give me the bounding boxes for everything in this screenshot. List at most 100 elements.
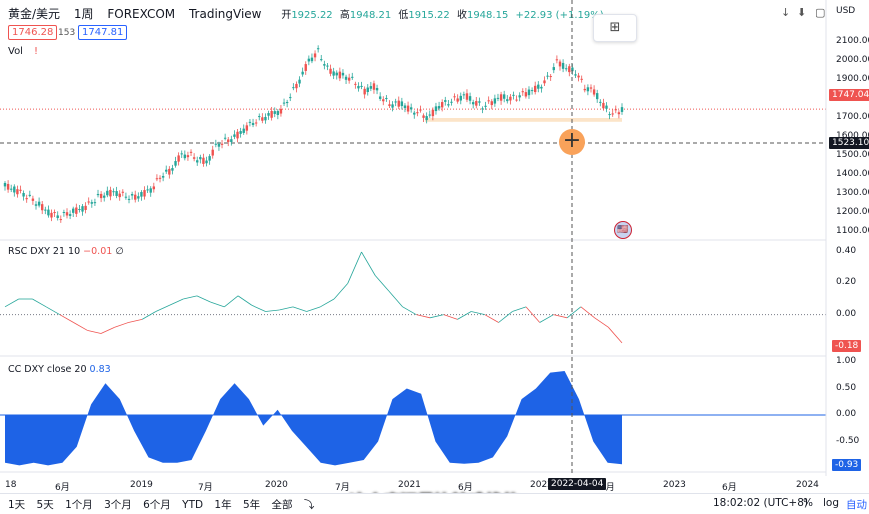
candle-body [301, 71, 304, 75]
rsc-line-segment [580, 306, 595, 319]
rsc-line-segment [196, 295, 211, 303]
candle-body [608, 114, 611, 116]
candle-body [363, 88, 366, 95]
candle-body [161, 176, 165, 178]
chart-canvas[interactable] [0, 0, 869, 494]
candle-body [366, 87, 369, 93]
range-1m[interactable]: 1个月 [65, 499, 93, 511]
candle-body [202, 157, 205, 164]
rsc-line-segment [553, 314, 568, 319]
vol-label: Vol [8, 46, 23, 57]
candle-body [248, 121, 252, 123]
candle-body [620, 107, 624, 112]
candle-body [434, 106, 438, 112]
candle-body [465, 93, 469, 100]
candle-body [425, 116, 428, 121]
layout-widget-icon[interactable]: ⊞ [593, 14, 637, 42]
candle-body [84, 205, 87, 210]
crosshair-price-tag: 1523.10 [829, 137, 869, 149]
candle-body [580, 78, 583, 80]
candle-body [90, 202, 94, 204]
candle-body [493, 98, 497, 104]
auto-toggle[interactable]: 自动 [846, 499, 867, 511]
bid-box[interactable]: 1746.28 [8, 25, 58, 40]
cc-label: CC DXY close 20 0.83 [8, 364, 111, 375]
vol-alert-icon[interactable]: ! [34, 46, 39, 57]
candle-body [533, 85, 537, 93]
ohlc-readout: 开1925.22 高1948.21 低1915.22 收1948.15 +22.… [281, 10, 604, 21]
rsc-line-segment [237, 295, 253, 306]
candle-body [264, 116, 267, 121]
rsc-line-segment [539, 314, 554, 323]
candle-body [254, 122, 258, 124]
range-ytd[interactable]: YTD [182, 499, 204, 511]
candle-body [341, 72, 345, 76]
rsc-line-segment [594, 317, 609, 328]
brand-label: TradingView [188, 7, 262, 21]
time-tick: 6月 [722, 483, 737, 493]
candle-body [177, 155, 180, 162]
support-zone [425, 118, 622, 122]
rsc-line-segment [607, 326, 623, 344]
candle-body [326, 65, 329, 67]
range-6m[interactable]: 6个月 [143, 499, 171, 511]
candle-body [186, 155, 190, 158]
candle-body [118, 193, 121, 198]
chart-header: 黄金/美元 1周 FOREXCOM TradingView 开1925.22 高… [8, 5, 608, 22]
us-flag-icon[interactable]: 🇺🇸 [614, 221, 632, 239]
rsc-line-segment [333, 283, 349, 300]
symbol-title[interactable]: 黄金/美元 [8, 7, 61, 21]
percent-toggle[interactable]: % [803, 497, 813, 509]
candle-body [121, 191, 125, 193]
candle-body [183, 154, 187, 159]
range-5d[interactable]: 5天 [36, 499, 54, 511]
candle-body [3, 182, 7, 187]
time-tick: 2022 [530, 480, 553, 490]
candle-body [96, 194, 100, 196]
candle-body [56, 215, 59, 219]
candle-body [589, 87, 593, 89]
candle-body [440, 102, 444, 108]
candle-body [549, 76, 552, 78]
range-all[interactable]: 全部 [271, 499, 293, 511]
price-tick: 2000.00 [836, 55, 869, 65]
candle-body [413, 112, 416, 115]
maximize-icon[interactable]: ▢ [815, 6, 826, 19]
range-5y[interactable]: 5年 [242, 499, 261, 511]
candle-body [537, 84, 540, 89]
rsc-line-segment [114, 322, 129, 328]
time-tick: 6月 [458, 483, 473, 493]
arrow-down-icon[interactable]: ↓ [781, 6, 791, 19]
range-1y[interactable]: 1年 [214, 499, 232, 511]
candle-body [512, 94, 515, 96]
candle-body [149, 188, 152, 193]
candle-body [180, 153, 183, 155]
ask-box[interactable]: 1747.81 [78, 25, 128, 40]
goto-date-icon[interactable]: ⤵ [303, 499, 315, 511]
currency-label[interactable]: USD [836, 6, 856, 16]
candle-body [471, 102, 475, 105]
log-toggle[interactable]: log [823, 497, 840, 509]
last-price-tag: 1747.04 [829, 89, 869, 101]
price-tick: 1500.00 [836, 150, 869, 160]
scroll-down-icon[interactable]: ⬇ [797, 6, 807, 19]
candle-body [521, 91, 524, 93]
candle-body [506, 99, 509, 102]
crosshair-plus-icon[interactable]: + [559, 129, 585, 155]
candle-body [78, 209, 81, 211]
candle-body [10, 188, 13, 190]
candle-body [13, 186, 16, 193]
candle-body [530, 90, 534, 92]
candle-body [165, 169, 168, 172]
candle-body [416, 112, 419, 114]
range-1d[interactable]: 1天 [8, 499, 26, 511]
cc-pane [0, 371, 826, 466]
time-tick: 7月 [198, 483, 213, 493]
price-tick: 1300.00 [836, 188, 869, 198]
candle-body [344, 76, 348, 80]
candle-body [112, 191, 115, 193]
interval-label[interactable]: 1周 [73, 7, 94, 21]
candle-body [196, 160, 199, 163]
candle-body [614, 109, 617, 111]
range-3m[interactable]: 3个月 [104, 499, 132, 511]
